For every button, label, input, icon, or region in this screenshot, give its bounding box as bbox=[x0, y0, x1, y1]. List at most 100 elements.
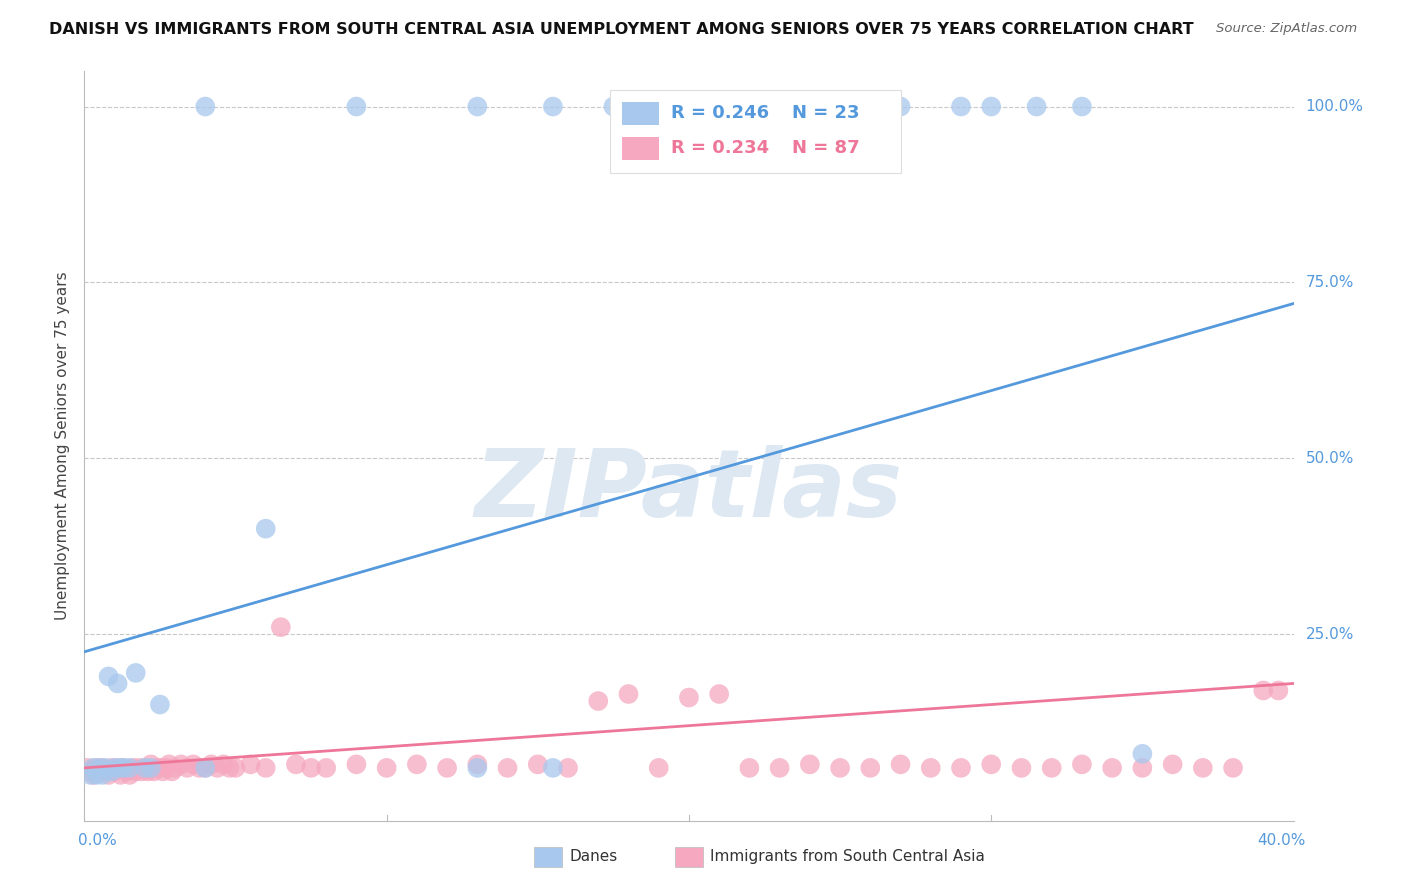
Point bbox=[100, 761, 122, 775]
Point bbox=[950, 99, 973, 113]
Text: 25.0%: 25.0% bbox=[1306, 627, 1354, 641]
Point bbox=[1222, 761, 1244, 775]
Point bbox=[121, 761, 143, 775]
Point bbox=[76, 761, 98, 775]
Point bbox=[406, 757, 429, 772]
Point bbox=[602, 99, 624, 113]
Point bbox=[648, 761, 671, 775]
Text: Source: ZipAtlas.com: Source: ZipAtlas.com bbox=[1216, 22, 1357, 36]
Point bbox=[94, 761, 117, 775]
Point bbox=[527, 757, 550, 772]
FancyBboxPatch shape bbox=[623, 102, 659, 125]
Point bbox=[170, 757, 193, 772]
Point bbox=[557, 761, 579, 775]
Point bbox=[769, 761, 792, 775]
Point bbox=[89, 764, 111, 779]
Point bbox=[104, 764, 127, 779]
Text: N = 23: N = 23 bbox=[792, 103, 859, 121]
Point bbox=[662, 99, 685, 113]
Point bbox=[285, 757, 308, 772]
Point bbox=[176, 761, 198, 775]
Point bbox=[107, 676, 129, 690]
Point bbox=[1025, 99, 1047, 113]
Point bbox=[218, 761, 240, 775]
Point bbox=[115, 764, 138, 779]
Point bbox=[112, 761, 135, 775]
Point bbox=[146, 761, 169, 775]
Point bbox=[97, 768, 120, 782]
Point bbox=[194, 761, 217, 775]
Point bbox=[346, 99, 368, 113]
Text: 0.0%: 0.0% bbox=[79, 833, 117, 848]
Point bbox=[830, 761, 852, 775]
Text: 50.0%: 50.0% bbox=[1306, 450, 1354, 466]
Point bbox=[212, 757, 235, 772]
Point bbox=[79, 764, 101, 779]
Point bbox=[1071, 757, 1094, 772]
Point bbox=[588, 694, 610, 708]
Point bbox=[165, 761, 187, 775]
Point bbox=[709, 687, 731, 701]
Point bbox=[194, 761, 217, 775]
Point bbox=[1253, 683, 1275, 698]
Point bbox=[139, 761, 162, 775]
Point bbox=[79, 768, 101, 782]
Point bbox=[134, 761, 156, 775]
Point bbox=[467, 757, 489, 772]
Point bbox=[128, 761, 150, 775]
Point bbox=[125, 665, 148, 680]
Point bbox=[97, 669, 120, 683]
Point bbox=[1040, 761, 1063, 775]
Point bbox=[118, 761, 141, 775]
Text: R = 0.234: R = 0.234 bbox=[671, 139, 769, 157]
Point bbox=[270, 620, 292, 634]
Text: 40.0%: 40.0% bbox=[1257, 833, 1306, 848]
Point bbox=[94, 764, 117, 779]
Point bbox=[110, 761, 132, 775]
Point bbox=[139, 757, 162, 772]
Point bbox=[980, 757, 1002, 772]
Point bbox=[1101, 761, 1123, 775]
Point bbox=[89, 761, 111, 775]
Point bbox=[1130, 761, 1153, 775]
Point bbox=[131, 764, 153, 779]
Point bbox=[844, 99, 866, 113]
Point bbox=[149, 761, 172, 775]
Point bbox=[125, 764, 148, 779]
Point bbox=[783, 99, 806, 113]
FancyBboxPatch shape bbox=[610, 90, 901, 172]
Point bbox=[1130, 747, 1153, 761]
Point bbox=[541, 761, 564, 775]
Point bbox=[149, 698, 172, 712]
Point bbox=[1161, 757, 1184, 772]
Text: N = 87: N = 87 bbox=[792, 139, 859, 157]
Point bbox=[467, 761, 489, 775]
Point bbox=[1192, 761, 1215, 775]
Point bbox=[100, 764, 122, 779]
Point bbox=[194, 99, 217, 113]
Point bbox=[315, 761, 337, 775]
Text: Danes: Danes bbox=[569, 849, 617, 863]
Text: Immigrants from South Central Asia: Immigrants from South Central Asia bbox=[710, 849, 986, 863]
Point bbox=[738, 761, 761, 775]
Point bbox=[104, 761, 127, 775]
Y-axis label: Unemployment Among Seniors over 75 years: Unemployment Among Seniors over 75 years bbox=[55, 272, 70, 620]
Point bbox=[152, 764, 174, 779]
Point bbox=[980, 99, 1002, 113]
Point bbox=[467, 99, 489, 113]
Point bbox=[82, 761, 104, 775]
FancyBboxPatch shape bbox=[623, 137, 659, 160]
Point bbox=[157, 757, 180, 772]
Point bbox=[225, 761, 247, 775]
Point bbox=[1071, 99, 1094, 113]
Text: ZIPatlas: ZIPatlas bbox=[475, 445, 903, 537]
Point bbox=[207, 761, 229, 775]
Point bbox=[118, 768, 141, 782]
Point bbox=[188, 761, 211, 775]
Point bbox=[91, 761, 114, 775]
Point bbox=[678, 690, 700, 705]
Point bbox=[617, 687, 640, 701]
Point bbox=[91, 768, 114, 782]
Point bbox=[254, 522, 277, 536]
Point bbox=[86, 768, 108, 782]
